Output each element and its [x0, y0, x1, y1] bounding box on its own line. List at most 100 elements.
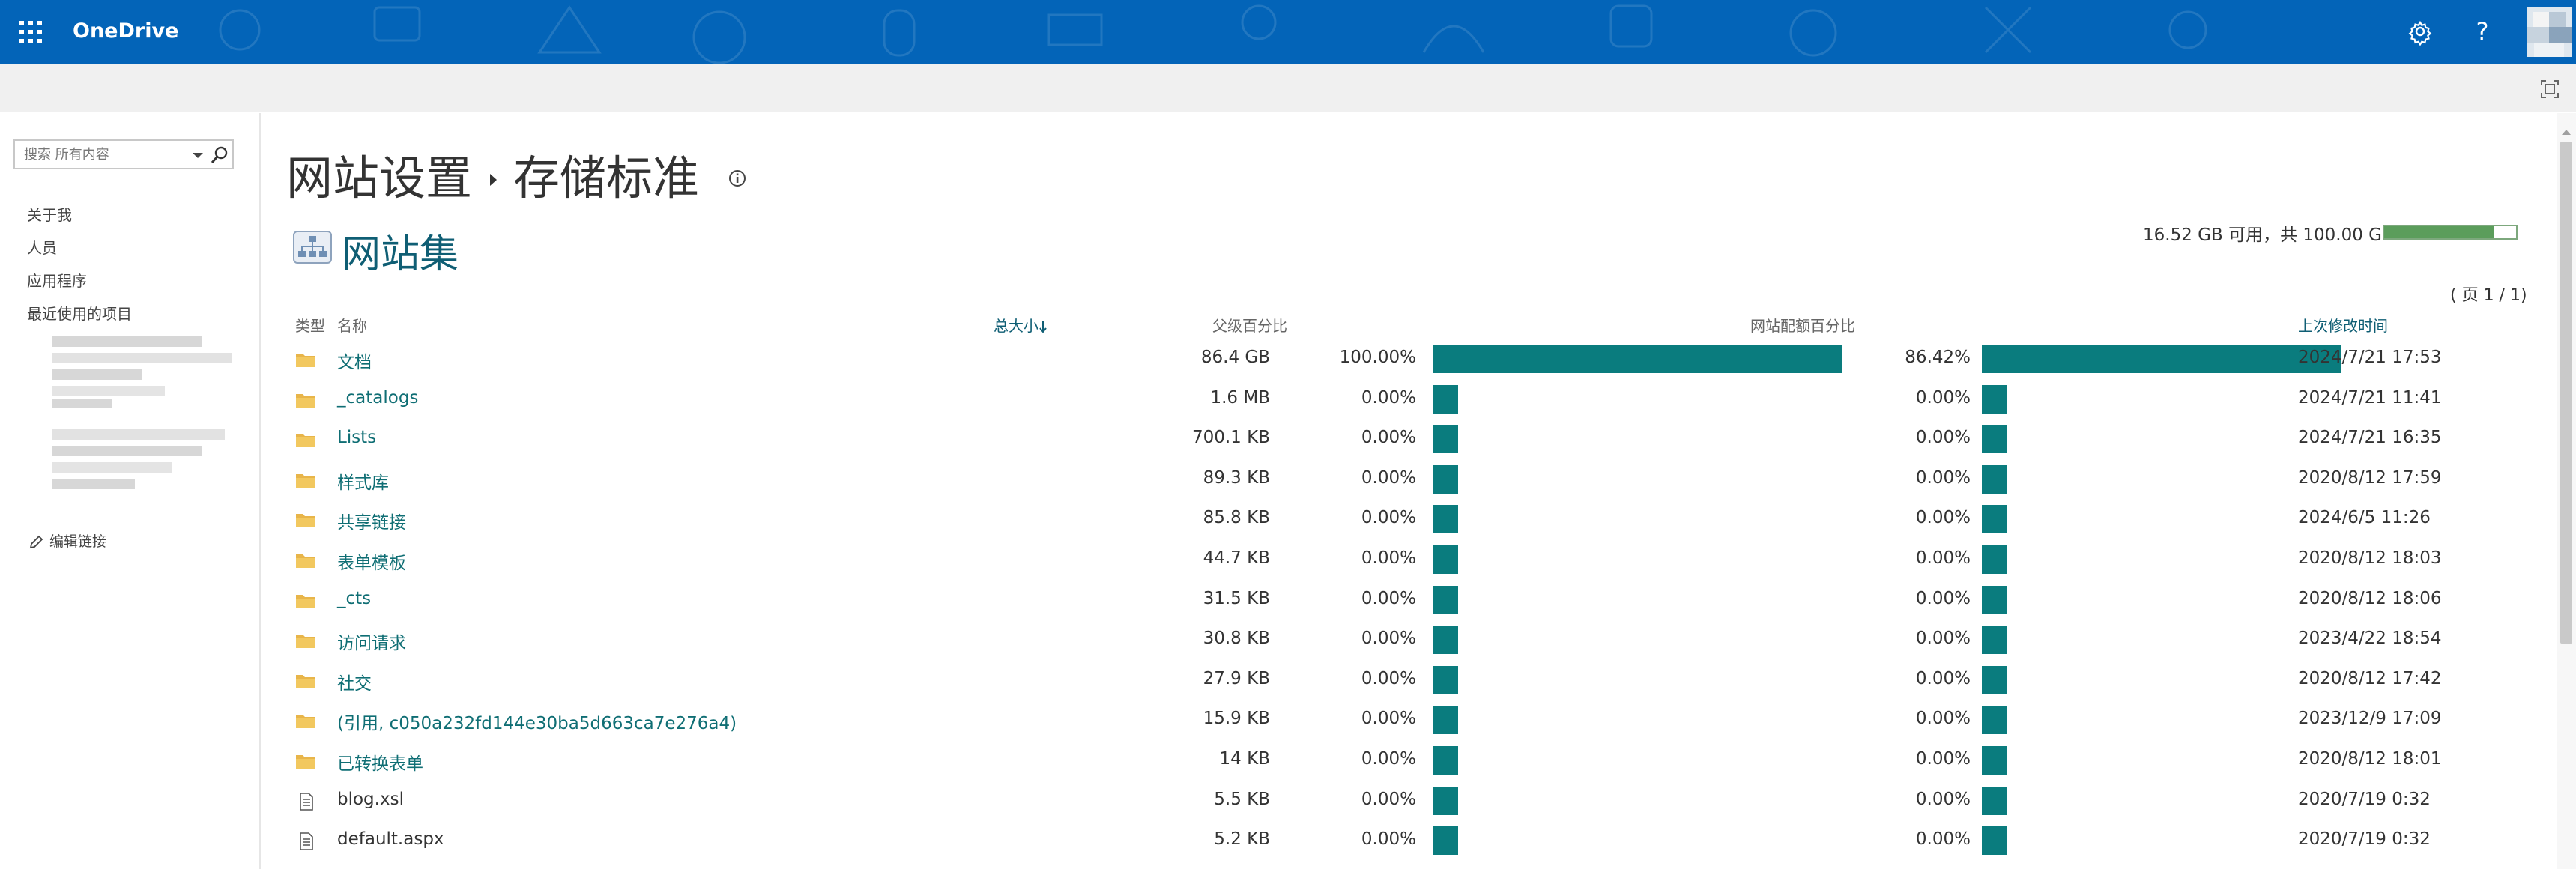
site-collection-label: 网站集: [342, 232, 459, 277]
nav-item-recent[interactable]: 最近使用的项目: [27, 305, 132, 323]
row-size: 27.9 KB: [1203, 668, 1270, 688]
parent-percent-bar: [1433, 545, 1458, 574]
row-parent-percent: 0.00%: [1361, 629, 1416, 649]
row-last-modified: 2024/7/21 17:53: [2298, 348, 2442, 367]
search-input[interactable]: [24, 145, 189, 163]
storage-summary: 16.52 GB 可用，共 100.00 GB: [2143, 225, 2394, 245]
redacted-recent-item[interactable]: [52, 426, 232, 504]
edit-links-button[interactable]: 编辑链接: [28, 530, 106, 551]
column-total-size[interactable]: 总大小: [994, 314, 1047, 336]
suite-bar: OneDrive ?: [0, 0, 2576, 64]
breadcrumb-parent[interactable]: 网站设置: [286, 151, 473, 205]
quota-percent-bar: [1982, 786, 2007, 815]
pencil-icon: [29, 535, 43, 548]
row-name[interactable]: 社交: [337, 673, 372, 694]
scroll-up-arrow-icon[interactable]: [2562, 130, 2571, 135]
row-name[interactable]: default.aspx: [337, 829, 444, 850]
column-quota-percent[interactable]: 网站配额百分比: [1750, 317, 1855, 335]
row-size: 15.9 KB: [1203, 709, 1270, 729]
row-name[interactable]: 样式库: [337, 473, 389, 493]
row-name[interactable]: 已转换表单: [337, 754, 423, 774]
row-name[interactable]: 表单模板: [337, 554, 406, 573]
left-navigation: 关于我 人员 应用程序 最近使用的项目 编辑链接: [0, 113, 261, 869]
parent-percent-bar: [1433, 786, 1458, 815]
row-size: 31.5 KB: [1203, 588, 1270, 608]
folder-icon: [296, 434, 315, 448]
column-name[interactable]: 名称: [337, 317, 367, 335]
table-row: 访问请求 30.8 KB 0.00% 0.00% 2023/4/22 18:54: [262, 621, 2555, 661]
settings-gear-icon[interactable]: [2405, 16, 2435, 46]
row-quota-percent: 0.00%: [1915, 428, 1971, 448]
avatar[interactable]: [2527, 7, 2572, 57]
scrollbar-thumb[interactable]: [2560, 142, 2572, 644]
row-quota-percent: 0.00%: [1915, 387, 1971, 408]
column-last-modified[interactable]: 上次修改时间: [2298, 317, 2388, 335]
file-icon: [300, 832, 313, 850]
row-name[interactable]: _catalogs: [337, 387, 419, 408]
redacted-recent-item[interactable]: [52, 333, 232, 411]
row-last-modified: 2020/7/19 0:32: [2298, 789, 2431, 809]
row-parent-percent: 0.00%: [1361, 508, 1416, 528]
main-content: 网站设置 存储标准 网站集 16.52 GB 可用，共 100.00 GB ( 页…: [262, 113, 2555, 869]
column-type[interactable]: 类型: [295, 317, 325, 335]
breadcrumb-current: 存储标准: [513, 151, 700, 205]
row-parent-percent: 0.00%: [1361, 709, 1416, 729]
page-scrollbar[interactable]: [2557, 113, 2576, 869]
row-parent-percent: 0.00%: [1361, 588, 1416, 608]
row-last-modified: 2020/8/12 18:01: [2298, 749, 2442, 769]
row-last-modified: 2023/12/9 17:09: [2298, 709, 2442, 729]
row-name[interactable]: (引用, c050a232fd144e30ba5d663ca7e276a4): [337, 714, 737, 734]
row-name[interactable]: _cts: [337, 588, 372, 608]
parent-percent-bar: [1433, 345, 1842, 373]
row-parent-percent: 0.00%: [1361, 467, 1416, 488]
info-icon[interactable]: [728, 169, 747, 188]
row-size: 5.2 KB: [1214, 829, 1270, 850]
nav-item-people[interactable]: 人员: [27, 239, 57, 257]
nav-item-apps[interactable]: 应用程序: [27, 272, 87, 290]
focus-mode-icon[interactable]: [2540, 79, 2560, 99]
quota-percent-bar: [1982, 384, 2007, 414]
row-name[interactable]: 共享链接: [337, 513, 406, 533]
row-last-modified: 2024/7/21 16:35: [2298, 428, 2442, 448]
row-name[interactable]: Lists: [337, 428, 377, 448]
folder-icon: [296, 635, 315, 649]
app-launcher-icon[interactable]: [19, 21, 42, 43]
breadcrumb-separator-icon: [490, 173, 498, 186]
row-name[interactable]: blog.xsl: [337, 789, 404, 809]
quota-percent-bar: [1982, 826, 2007, 856]
parent-percent-bar: [1433, 665, 1458, 694]
row-size: 86.4 GB: [1200, 348, 1270, 367]
row-size: 1.6 MB: [1210, 387, 1270, 408]
page-title: 网站设置 存储标准: [286, 140, 747, 208]
table-row: 样式库 89.3 KB 0.00% 0.00% 2020/8/12 17:59: [262, 461, 2555, 501]
sort-descending-icon: [1039, 321, 1047, 333]
row-parent-percent: 0.00%: [1361, 829, 1416, 850]
column-total-size-label: 总大小: [994, 317, 1038, 335]
help-icon[interactable]: ?: [2476, 17, 2489, 46]
pager: ( 页 1 / 1): [2450, 286, 2527, 305]
file-icon: [300, 792, 313, 811]
quota-percent-bar: [1982, 746, 2007, 775]
quota-percent-bar: [1982, 706, 2007, 735]
parent-percent-bar: [1433, 706, 1458, 735]
parent-percent-bar: [1433, 425, 1458, 454]
table-row: blog.xsl 5.5 KB 0.00% 0.00% 2020/7/19 0:32: [262, 782, 2555, 823]
folder-icon: [296, 594, 315, 608]
row-parent-percent: 0.00%: [1361, 749, 1416, 769]
nav-item-about-me[interactable]: 关于我: [27, 206, 72, 224]
row-quota-percent: 0.00%: [1915, 467, 1971, 488]
parent-percent-bar: [1433, 384, 1458, 414]
column-parent-percent[interactable]: 父级百分比: [1212, 317, 1287, 335]
row-quota-percent: 0.00%: [1915, 668, 1971, 688]
folder-icon: [296, 473, 315, 488]
table-row: (引用, c050a232fd144e30ba5d663ca7e276a4) 15…: [262, 701, 2555, 742]
search-scope-dropdown-icon[interactable]: [189, 146, 207, 164]
parent-percent-bar: [1433, 585, 1458, 614]
table-row: 共享链接 85.8 KB 0.00% 0.00% 2024/6/5 11:26: [262, 500, 2555, 541]
row-name[interactable]: 访问请求: [337, 634, 406, 654]
brand-name[interactable]: OneDrive: [73, 19, 179, 43]
quota-percent-bar: [1982, 665, 2007, 694]
search-icon[interactable]: [210, 145, 229, 165]
row-name[interactable]: 文档: [337, 353, 372, 372]
row-quota-percent: 0.00%: [1915, 789, 1971, 809]
